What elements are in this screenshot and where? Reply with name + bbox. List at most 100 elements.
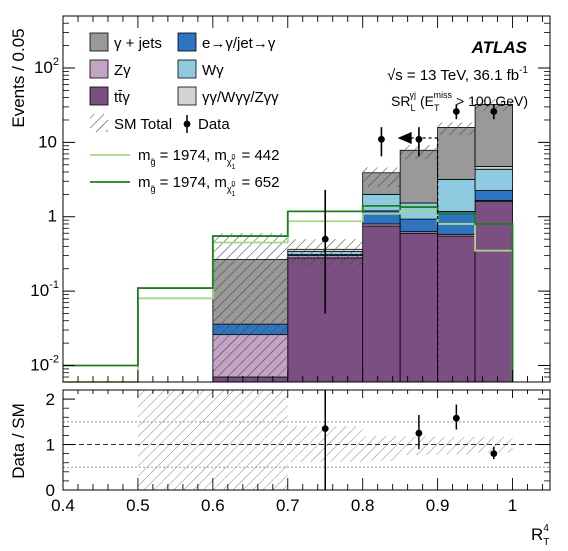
signal-label-neutralino-sup: 0 xyxy=(232,181,236,188)
signal-label-gluino-sub: g̃ xyxy=(150,157,155,167)
y-tick-base: 10 xyxy=(34,0,53,3)
ratio-x-ticks: 0.4 0.5 0.6 0.7 0.8 0.9 1 xyxy=(51,390,543,515)
ratio-y-axis-label: Data / SM xyxy=(9,403,28,479)
legend-swatch-zgamma xyxy=(89,59,109,79)
ratio-x-tick-label: 0.8 xyxy=(351,496,375,515)
x-axis-label: RT 4 xyxy=(531,523,549,548)
stack-bar-ttgamma xyxy=(362,225,401,383)
x-axis-label-sup: 4 xyxy=(543,523,549,534)
ratio-y-tick-label: 0 xyxy=(46,481,55,500)
stack-bar-ewfake xyxy=(437,210,476,235)
y-tick-base: 10 xyxy=(34,58,53,77)
ratio-x-tick-label: 0.9 xyxy=(426,496,450,515)
legend-label-ewfake: e→γ/jet→γ xyxy=(202,35,276,52)
region-cut-tail: > 100 GeV) xyxy=(456,93,528,109)
ratio-uncertainty-band xyxy=(362,436,401,461)
ratio-uncertainty-band xyxy=(475,436,513,453)
y-tick-label: 10-2 xyxy=(30,353,59,374)
legend-swatch-wgamma xyxy=(177,59,197,79)
stack-bar-gammajets xyxy=(474,104,513,167)
ratio-uncertainty-band xyxy=(437,436,476,455)
signal-label-mid: = 1974, m xyxy=(156,174,227,191)
y-tick-exponent: 2 xyxy=(53,56,59,68)
ratio-x-tick-label: 0.7 xyxy=(276,496,300,515)
ratio-y-tick-label: 1 xyxy=(46,436,55,455)
stack-bar-gammajets xyxy=(437,127,476,180)
signal-label-gluino-sub: g̃ xyxy=(150,184,155,194)
atlas-label: ATLAS xyxy=(471,38,528,57)
legend: γ + jets Zγ tt̄γ e→γ/jet→γ Wγ γγ/Wγγ/Zγγ SM To… xyxy=(89,32,279,198)
region-name: SR xyxy=(391,93,410,109)
stack-bar-ewfake xyxy=(474,190,513,201)
signal-label-tail: = 442 xyxy=(237,147,279,164)
stack-bar-ttgamma xyxy=(399,232,439,383)
legend-label-data: Data xyxy=(198,116,230,133)
signal-label-m: m xyxy=(138,147,151,164)
signal-label-tail: = 652 xyxy=(237,174,279,191)
data-point xyxy=(415,135,423,143)
signal-line-2 xyxy=(63,204,514,382)
legend-swatch-ewfake xyxy=(177,32,197,52)
ratio-point xyxy=(415,429,423,437)
legend-label-zgamma: Zγ xyxy=(114,62,131,79)
ratio-y-tick-label: 2 xyxy=(46,390,55,409)
legend-label-wgamma: Wγ xyxy=(202,62,224,79)
region-cut: (E xyxy=(420,93,434,109)
stack-bar-diboson xyxy=(474,166,513,170)
stack-bar-gammajets xyxy=(399,149,439,204)
energy-lumi-text: √s = 13 TeV, 36.1 fb xyxy=(387,67,519,84)
stack-bar-wgamma xyxy=(437,178,476,212)
signal-label-mid: = 1974, m xyxy=(156,147,227,164)
legend-label-sm-total: SM Total xyxy=(114,116,172,133)
legend-swatch-diboson xyxy=(177,86,197,106)
region-label: SRLγj (ETmiss > 100 GeV) xyxy=(391,90,528,113)
y-tick-label: 10-1 xyxy=(30,279,59,300)
signal-label-neutralino-sup: 0 xyxy=(232,154,236,161)
signal-label-m: m xyxy=(138,174,151,191)
legend-signal-label-1: mg̃ = 1974, mχ̃0 1 = 442 xyxy=(138,147,279,171)
ratio-y-ticks: 0 1 2 xyxy=(46,389,550,500)
data-points xyxy=(321,104,498,314)
legend-swatch-gammajets xyxy=(89,32,109,52)
y-tick-label: 103 xyxy=(34,0,59,3)
ratio-x-tick-label: 0.6 xyxy=(201,496,225,515)
data-point xyxy=(490,108,498,115)
signal-line-1 xyxy=(63,209,514,383)
legend-label-gammajets: γ + jets xyxy=(114,35,162,52)
energy-lumi-sup: -1 xyxy=(519,65,528,76)
stack-bar-wgamma xyxy=(362,193,401,212)
ratio-point xyxy=(452,414,460,422)
stack-bar-ttgamma xyxy=(474,201,513,383)
y-tick-exponent: -2 xyxy=(49,353,59,365)
y-tick-base: 10 xyxy=(30,355,49,374)
data-point xyxy=(378,135,385,143)
x-axis-label-r: R xyxy=(531,525,543,544)
ratio-x-tick-label: 0.4 xyxy=(51,496,75,515)
main-panel: 10-210-1110102103 xyxy=(30,0,551,383)
sm-unc-band xyxy=(362,167,401,188)
legend-signal-label-2: mg̃ = 1974, mχ̃0 1 = 652 xyxy=(138,174,279,198)
legend-label-diboson: γγ/Wγγ/Zγγ xyxy=(202,89,279,106)
main-frame xyxy=(62,15,551,383)
ratio-x-tick-label: 1 xyxy=(508,496,517,515)
sm-unc-band xyxy=(437,122,476,136)
main-x-ticks xyxy=(62,16,543,382)
sm-unc-band xyxy=(212,233,288,382)
ratio-uncertainty-band xyxy=(137,390,288,490)
main-y-ticks: 10-210-1110102103 xyxy=(30,0,550,383)
ratio-frame xyxy=(62,389,551,491)
signal-label-neutralino: χ̃ xyxy=(227,184,236,194)
region-cut-sub: T xyxy=(434,103,440,113)
y-tick-label: 102 xyxy=(34,56,59,77)
ratio-panel: 0 1 2 0.4 0.5 0.6 0.7 0.8 0.9 1 xyxy=(46,389,551,515)
ratio-point xyxy=(490,450,498,458)
stack-bar-ttgamma xyxy=(437,235,476,383)
x-axis-label-sub: T xyxy=(543,537,549,548)
y-tick-label: 10 xyxy=(38,132,57,151)
ratio-point xyxy=(321,425,329,433)
ratio-x-tick-label: 0.5 xyxy=(126,496,150,515)
y-tick-label: 1 xyxy=(48,207,57,226)
data-point xyxy=(452,108,460,115)
cut-arrow-head xyxy=(397,132,412,144)
